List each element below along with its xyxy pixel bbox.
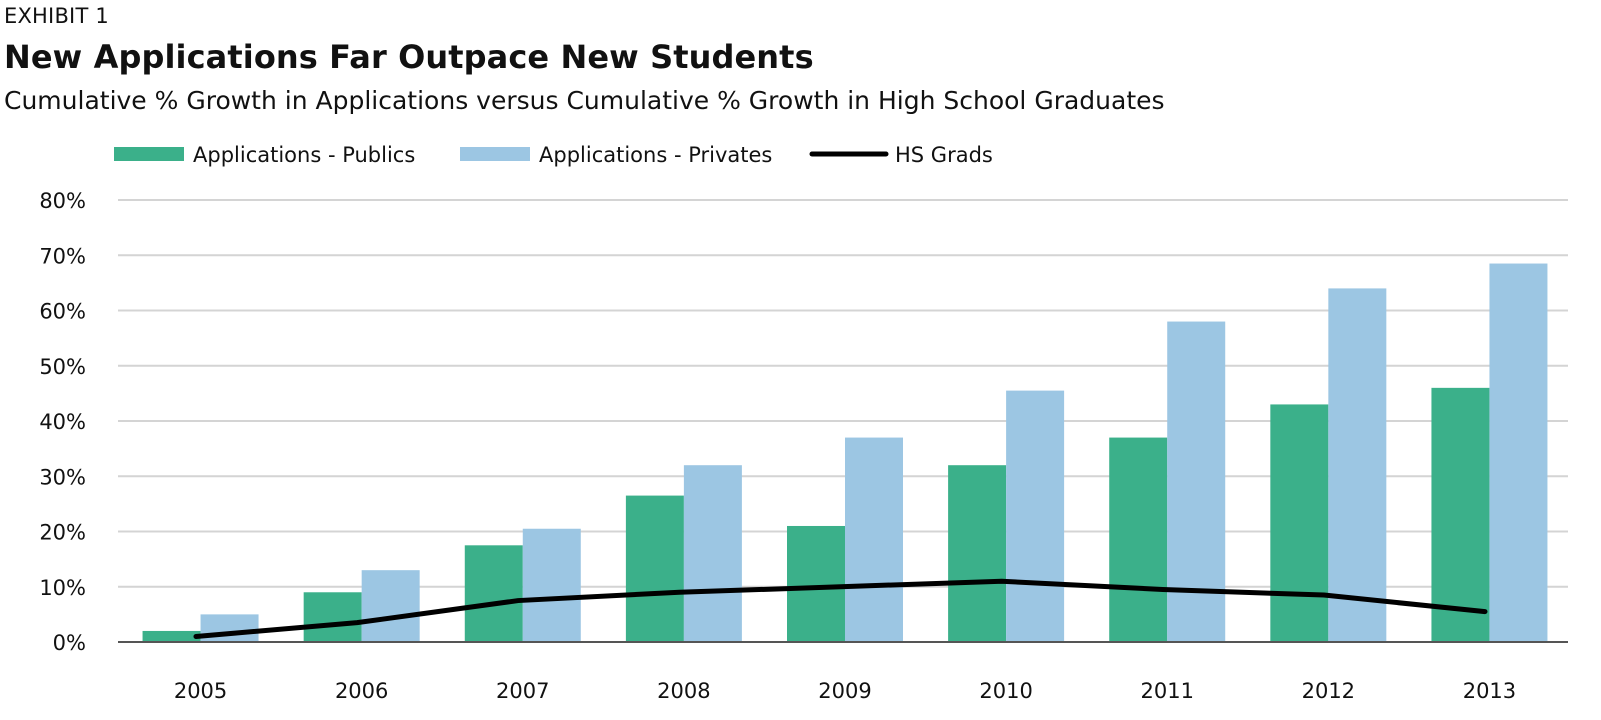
bar-applications-publics <box>142 630 201 642</box>
bar-applications-publics <box>303 592 362 642</box>
x-axis: 2005 2006 2007 2008 2009 2010 2011 2012 2013 <box>118 641 1568 703</box>
legend-privates: Applications - Privates <box>460 143 772 167</box>
bar-applications-privates <box>1328 288 1387 642</box>
y-tick-label: 20% <box>39 521 86 545</box>
chart-title: New Applications Far Outpace New Student… <box>4 38 814 76</box>
x-tick-label: 2010 <box>979 679 1032 703</box>
y-tick-label: 0% <box>53 631 86 655</box>
bar-applications-privates <box>1489 263 1548 642</box>
bar-applications-publics <box>1109 437 1168 642</box>
bar-applications-publics <box>1270 404 1329 642</box>
bar-applications-publics <box>464 545 523 642</box>
legend-swatch <box>460 147 530 161</box>
legend-swatch <box>114 147 184 161</box>
y-tick-label: 80% <box>39 189 86 213</box>
legend-publics: Applications - Publics <box>114 143 415 167</box>
x-tick-label: 2013 <box>1463 679 1516 703</box>
y-tick-label: 50% <box>39 355 86 379</box>
x-tick-label: 2011 <box>1140 679 1193 703</box>
legend-label: HS Grads <box>895 143 993 167</box>
bar-applications-privates <box>1006 390 1065 642</box>
x-tick-label: 2008 <box>657 679 710 703</box>
hs-grads-line-layer <box>193 578 1488 639</box>
chart-subtitle: Cumulative % Growth in Applications vers… <box>4 86 1165 115</box>
bar-applications-privates <box>361 570 420 642</box>
bar-applications-publics <box>625 495 684 642</box>
x-tick-label: 2005 <box>174 679 227 703</box>
legend-hs-grads: HS Grads <box>809 143 993 167</box>
legend-label: Applications - Publics <box>193 143 415 167</box>
exhibit-label: EXHIBIT 1 <box>4 4 109 28</box>
bar-applications-publics <box>787 525 845 642</box>
y-axis: 0% 10% 20% 30% 40% 50% 60% 70% 80% <box>39 189 86 655</box>
bar-applications-publics <box>948 465 1007 642</box>
bar-applications-privates <box>522 528 581 642</box>
x-tick-label: 2006 <box>335 679 388 703</box>
x-tick-label: 2007 <box>496 679 549 703</box>
bar-applications-privates <box>683 465 742 642</box>
bar-applications-publics <box>1431 387 1490 642</box>
legend: Applications - Publics Applications - Pri… <box>114 143 993 167</box>
y-tick-label: 30% <box>39 465 86 489</box>
legend-label: Applications - Privates <box>539 143 772 167</box>
bar-applications-privates <box>200 614 259 642</box>
y-tick-label: 70% <box>39 244 86 268</box>
y-tick-label: 60% <box>39 300 86 324</box>
x-tick-label: 2012 <box>1302 679 1355 703</box>
hs-grads-line <box>193 578 1488 639</box>
x-tick-label: 2009 <box>818 679 871 703</box>
y-tick-label: 40% <box>39 410 86 434</box>
y-tick-label: 10% <box>39 576 86 600</box>
bar-applications-privates <box>845 437 903 642</box>
bar-applications-privates <box>1167 321 1226 642</box>
